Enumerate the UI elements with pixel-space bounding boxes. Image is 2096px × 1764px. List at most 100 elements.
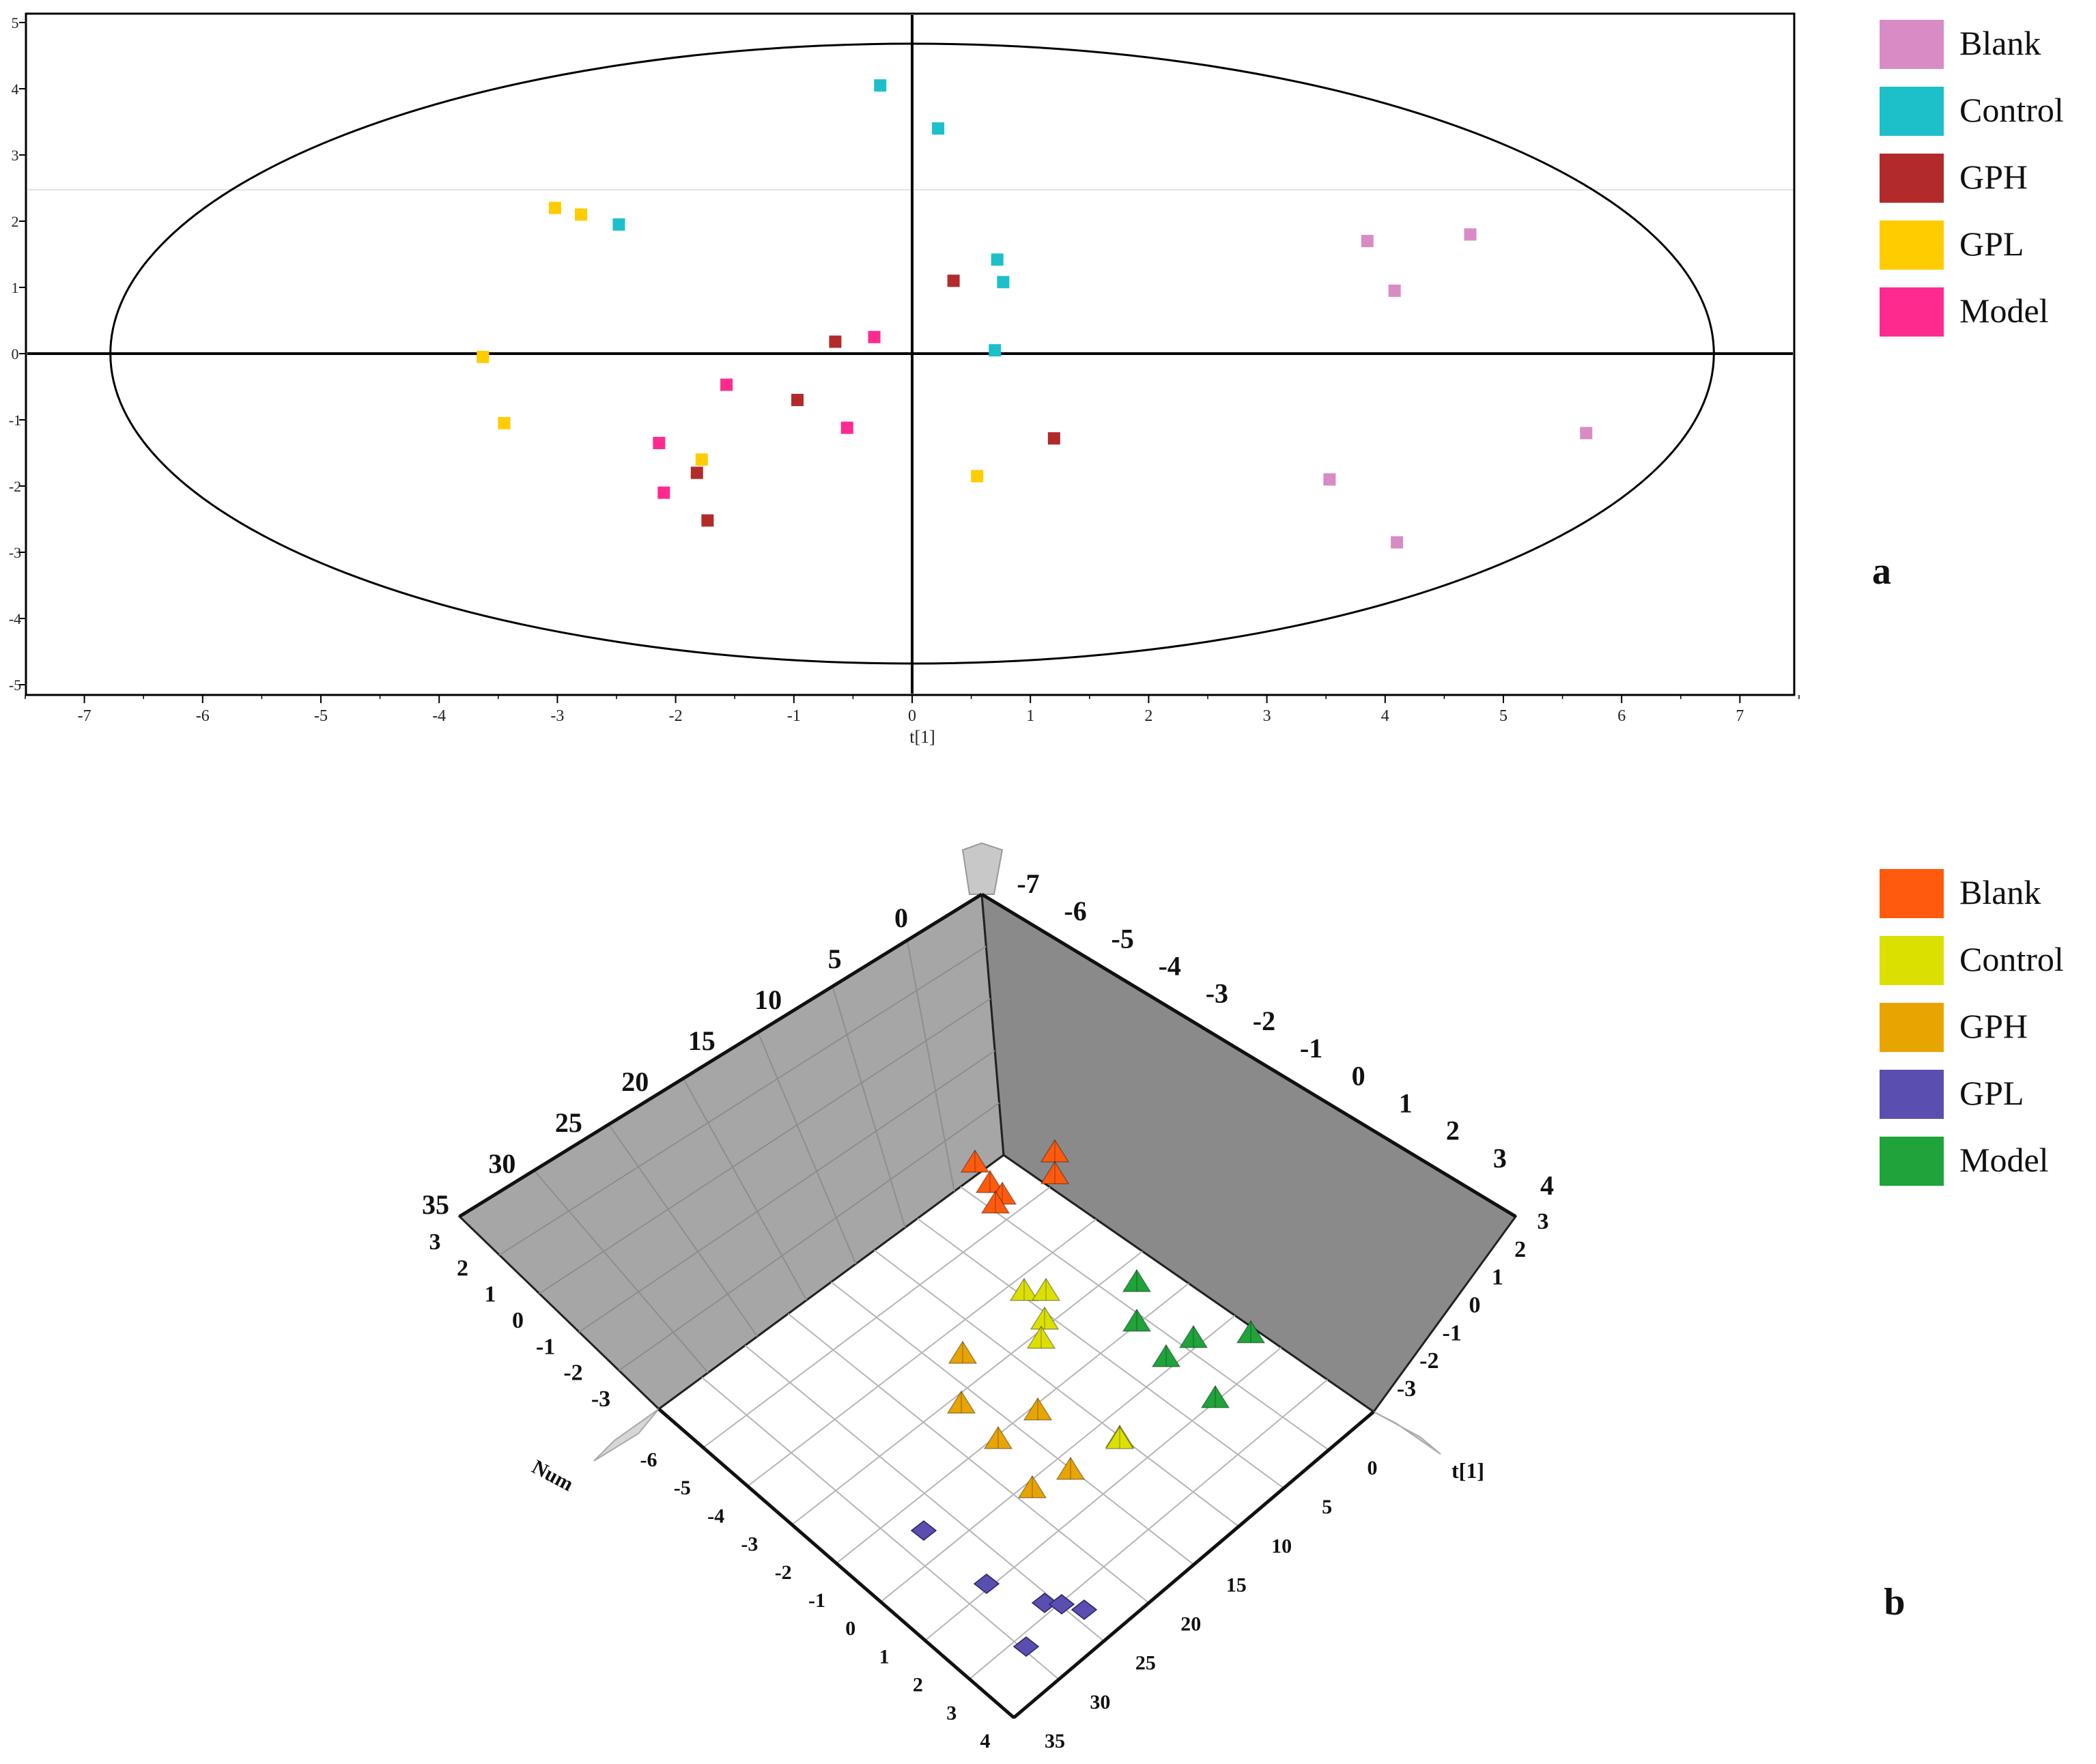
- data-point-blank: [980, 1190, 1010, 1214]
- legend-swatch-gpl: [1878, 1068, 1945, 1120]
- panel-a-y-tick-label: 2: [12, 213, 19, 230]
- legend-label-control: Control: [1959, 91, 2064, 129]
- panel-b-front-left-tick-label: -6: [640, 1449, 657, 1471]
- data-point-model: [1151, 1343, 1181, 1367]
- data-point-gph: [947, 274, 960, 287]
- front-right-edge: [1012, 1410, 1375, 1719]
- panel-b-front-left-tick-label: 0: [845, 1617, 855, 1640]
- panel-a-x-tick-label: -4: [432, 707, 446, 725]
- panel-b-x-tick-label: -3: [1206, 978, 1228, 1009]
- panel-a-x-tick-label: -5: [314, 707, 328, 725]
- panel-b-z-tick-label: 35: [422, 1189, 449, 1220]
- panel-b-front-left-tick-label: 1: [879, 1645, 890, 1668]
- data-point-blank: [1391, 536, 1404, 549]
- legend-label-gpl: GPL: [1959, 1074, 2024, 1112]
- legend-swatch-gph: [1878, 152, 1945, 204]
- panel-b-left-tick-label: -3: [591, 1386, 610, 1412]
- data-point-control: [1026, 1325, 1056, 1349]
- panel-b-front-left-tick-label: 2: [913, 1674, 923, 1696]
- panel-a-x-tick-label: 5: [1499, 707, 1507, 725]
- panel-a-y-tick-label: -2: [9, 478, 21, 495]
- panel-a-x-tick-label: 4: [1381, 707, 1389, 725]
- data-point-control: [874, 79, 887, 92]
- panel-b-front-left-tick-label: -1: [808, 1589, 825, 1612]
- legend-swatch-gpl: [1878, 219, 1945, 271]
- panel-b-x-tick-label: 0: [1352, 1060, 1365, 1091]
- legend-swatch-model: [1878, 1135, 1945, 1187]
- data-point-blank: [1361, 235, 1374, 248]
- panel-b-legend: Blank Control GPH GPL Model: [1878, 868, 2064, 1187]
- panel-b-x-tick-label: -1: [1300, 1033, 1322, 1064]
- data-point-model: [1122, 1308, 1152, 1332]
- panel-a-legend: Blank Control GPH GPL Model: [1878, 18, 2064, 338]
- panel-b-front-right-tick-label: 15: [1226, 1574, 1247, 1596]
- data-point-gph: [690, 466, 703, 479]
- panel-a-x-axis-label: t[1]: [909, 727, 935, 747]
- panel-b-left-tick-label: 1: [485, 1282, 496, 1307]
- data-point-gpl: [477, 350, 490, 363]
- panel-b-z-tick-label: 5: [828, 943, 842, 974]
- data-point-gph: [948, 1340, 978, 1364]
- panel-a-x-tick-label: -3: [550, 707, 564, 725]
- panel-a-x-tick-label: 2: [1144, 707, 1152, 725]
- data-point-model: [868, 330, 881, 343]
- data-point-gph: [1023, 1397, 1053, 1421]
- data-point-control: [991, 253, 1004, 266]
- data-point-blank: [1040, 1161, 1070, 1184]
- legend-swatch-blank: [1878, 868, 1945, 920]
- vertical-axis-cone: [961, 842, 1004, 895]
- data-point-control: [1105, 1425, 1135, 1449]
- panel-b-front-right-tick-label: 5: [1322, 1496, 1332, 1518]
- data-point-model: [720, 378, 733, 391]
- panel-a-x-tick-label: -1: [787, 707, 801, 725]
- panel-b-x-tick-label: -2: [1253, 1006, 1275, 1036]
- data-point-gph: [829, 335, 842, 348]
- data-point-blank: [1388, 284, 1401, 297]
- legend-swatch-control: [1878, 85, 1945, 137]
- panel-b-z-tick-label: 20: [621, 1066, 649, 1097]
- panel-b-left-tick-label: -2: [563, 1361, 582, 1386]
- data-point-gph: [983, 1425, 1013, 1449]
- top-left-edge: [458, 892, 983, 1219]
- left-wall-grid-line: [533, 1169, 709, 1374]
- panel-a-x-tick-label: 3: [1263, 707, 1271, 725]
- panel-b-left-tick-label: 0: [512, 1308, 524, 1333]
- legend-swatch-model: [1878, 286, 1945, 338]
- data-point-control: [1030, 1306, 1060, 1330]
- panel-a-y-tick-label: -3: [9, 544, 21, 561]
- data-point-gpl: [1031, 1593, 1058, 1613]
- panel-b-front-left-tick-label: -4: [707, 1505, 724, 1527]
- data-point-control: [1031, 1277, 1061, 1301]
- left-wall-grid-line: [682, 1078, 808, 1301]
- legend-label-blank: Blank: [1959, 24, 2041, 62]
- z-axis-cone: [593, 1408, 660, 1462]
- panel-a-y-tick-label: -5: [9, 677, 21, 694]
- legend-label-model: Model: [1959, 1141, 2049, 1179]
- data-point-gph: [701, 514, 714, 527]
- floor-grid-line: [830, 1281, 1195, 1565]
- left-wall-grid-line: [539, 997, 991, 1294]
- data-point-control: [932, 122, 945, 135]
- panel-a-y-tick-label: 0: [12, 345, 19, 362]
- data-point-model: [840, 421, 853, 434]
- data-point-gpl: [1071, 1599, 1098, 1620]
- panel-a-y-tick-label: 5: [12, 14, 19, 31]
- panel-a-x-tick-label: -2: [669, 707, 683, 725]
- panel-b-x-tick-label: 1: [1399, 1087, 1413, 1118]
- data-point-gpl: [1048, 1594, 1075, 1614]
- panel-b-z-tick-label: 25: [555, 1107, 582, 1138]
- data-point-control: [1009, 1277, 1039, 1301]
- data-point-model: [1122, 1268, 1152, 1292]
- legend-label-control: Control: [1959, 940, 2064, 978]
- data-point-gpl: [910, 1520, 937, 1541]
- panel-b-right-tick-label: -3: [1397, 1376, 1416, 1402]
- legend-label-model: Model: [1959, 291, 2049, 330]
- legend-label-gph: GPH: [1959, 1007, 2028, 1045]
- panel-b-left-tick-label: -1: [536, 1334, 555, 1359]
- data-point-gph: [1056, 1456, 1086, 1480]
- panel-b-front-left-tick-label: 4: [980, 1730, 991, 1752]
- legend-swatch-control: [1878, 935, 1945, 986]
- panel-b-front-right-tick-label: 10: [1271, 1535, 1292, 1557]
- panel-b-x-tick-label: -4: [1159, 951, 1181, 982]
